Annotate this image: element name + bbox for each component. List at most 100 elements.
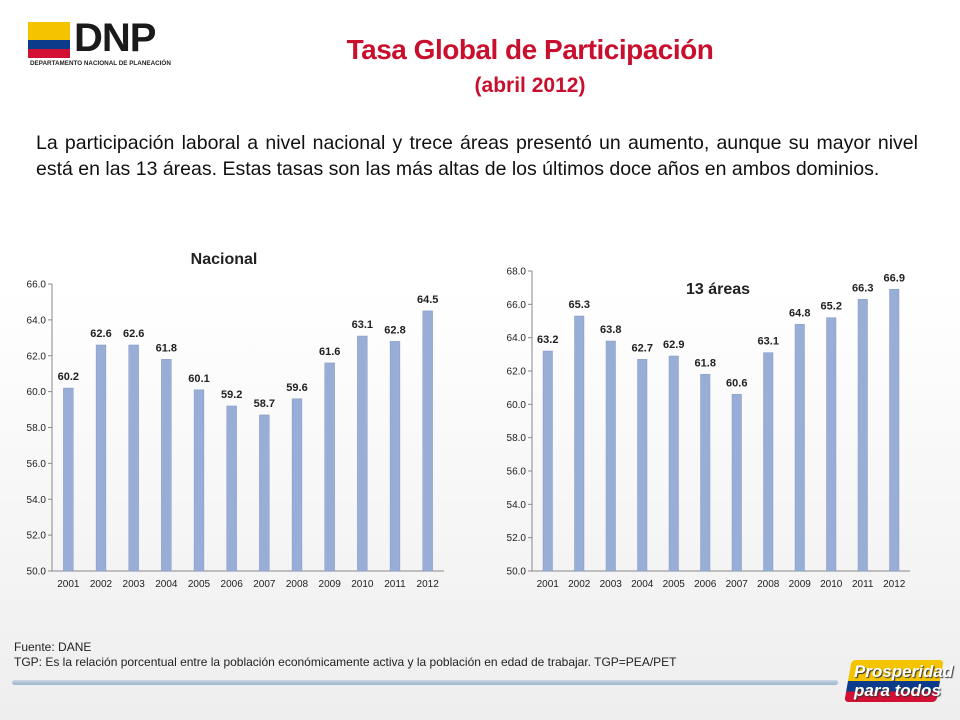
x-tick-label: 2009 xyxy=(789,579,812,590)
x-tick-label: 2005 xyxy=(663,579,686,590)
x-tick-label: 2011 xyxy=(852,579,874,590)
prosperidad-badge: Prosperidad para todos xyxy=(844,654,953,708)
bar xyxy=(794,324,805,572)
y-tick-label: 54.0 xyxy=(27,495,47,506)
badge-line-2: para todos xyxy=(854,681,941,700)
badge-text: Prosperidad para todos xyxy=(854,662,953,700)
x-tick-label: 2004 xyxy=(631,579,654,590)
data-label: 64.8 xyxy=(789,307,810,319)
data-label: 60.2 xyxy=(58,371,79,383)
bar xyxy=(668,355,679,572)
y-tick-label: 52.0 xyxy=(27,531,47,542)
y-tick-label: 60.0 xyxy=(507,400,527,411)
x-tick-label: 2011 xyxy=(384,579,406,590)
y-tick-label: 50.0 xyxy=(507,567,527,578)
logo-name: DNP xyxy=(74,16,156,60)
bar xyxy=(422,310,433,572)
y-tick-label: 54.0 xyxy=(507,500,527,511)
x-tick-label: 2008 xyxy=(757,579,780,590)
data-label: 60.6 xyxy=(726,377,747,389)
bar xyxy=(700,374,711,572)
source-note: Fuente: DANE xyxy=(14,640,92,654)
x-tick-label: 2012 xyxy=(417,579,440,590)
x-tick-label: 2003 xyxy=(600,579,623,590)
x-tick-label: 2012 xyxy=(883,579,906,590)
x-tick-label: 2001 xyxy=(537,579,560,590)
y-tick-label: 50.0 xyxy=(27,567,47,578)
chart-title: Nacional xyxy=(191,251,258,268)
y-tick-label: 62.0 xyxy=(27,351,47,362)
definition-note: TGP: Es la relación porcentual entre la … xyxy=(14,655,677,669)
bar xyxy=(128,344,139,572)
y-tick-label: 66.0 xyxy=(27,280,47,291)
bar xyxy=(826,317,837,572)
intro-paragraph: La participación laboral a nivel naciona… xyxy=(36,132,918,180)
data-label: 65.3 xyxy=(569,299,590,311)
data-label: 63.2 xyxy=(537,334,558,346)
data-label: 62.7 xyxy=(632,342,653,354)
bar xyxy=(226,405,237,572)
data-label: 62.9 xyxy=(663,339,684,351)
y-tick-label: 56.0 xyxy=(507,467,527,478)
bar xyxy=(605,340,616,572)
dnp-logo: DNP DEPARTAMENTO NACIONAL DE PLANEACIÓN xyxy=(28,16,188,72)
data-label: 64.5 xyxy=(417,294,438,306)
data-label: 62.6 xyxy=(123,328,144,340)
data-label: 62.8 xyxy=(384,324,405,336)
colombia-flag-icon xyxy=(28,22,70,58)
data-label: 58.7 xyxy=(254,398,275,410)
page-title: Tasa Global de Participación xyxy=(346,34,714,65)
x-tick-label: 2002 xyxy=(90,579,113,590)
data-label: 63.1 xyxy=(758,336,779,348)
bar xyxy=(291,398,303,572)
x-tick-label: 2007 xyxy=(253,579,276,590)
bar xyxy=(63,387,74,572)
y-tick-label: 68.0 xyxy=(507,267,527,278)
bar xyxy=(193,389,205,572)
x-tick-label: 2005 xyxy=(188,579,211,590)
page-subtitle: (abril 2012) xyxy=(474,74,586,97)
data-label: 63.8 xyxy=(600,324,621,336)
x-tick-label: 2007 xyxy=(726,579,749,590)
data-label: 61.8 xyxy=(695,357,716,369)
bar xyxy=(542,350,553,572)
x-tick-label: 2004 xyxy=(155,579,178,590)
bar xyxy=(763,352,774,572)
data-label: 66.9 xyxy=(884,272,905,284)
footer: Fuente: DANE TGP: Es la relación porcent… xyxy=(14,640,677,670)
data-label: 61.6 xyxy=(319,346,340,358)
y-tick-label: 60.0 xyxy=(27,387,47,398)
x-tick-label: 2006 xyxy=(221,579,244,590)
bar xyxy=(389,341,401,572)
chart-title: 13 áreas xyxy=(686,281,750,298)
bar xyxy=(731,394,742,572)
y-tick-label: 62.0 xyxy=(507,367,527,378)
bar xyxy=(357,335,368,572)
bar xyxy=(857,299,868,572)
data-label: 59.2 xyxy=(221,389,242,401)
chart-nacional: Nacional 50.0 52.0 54.0 56.0 58.0 60.0 62.0 64.0… xyxy=(27,251,444,590)
x-tick-label: 2003 xyxy=(123,579,146,590)
data-label: 63.1 xyxy=(352,319,373,331)
bar xyxy=(95,344,107,572)
x-tick-label: 2010 xyxy=(820,579,843,590)
x-tick-label: 2006 xyxy=(694,579,717,590)
data-label: 61.8 xyxy=(156,342,177,354)
data-label: 62.6 xyxy=(90,328,111,340)
x-tick-label: 2002 xyxy=(568,579,591,590)
logo-subtitle: DEPARTAMENTO NACIONAL DE PLANEACIÓN xyxy=(30,60,171,67)
y-tick-label: 66.0 xyxy=(507,300,527,311)
y-tick-label: 58.0 xyxy=(27,423,47,434)
x-tick-label: 2008 xyxy=(286,579,309,590)
bar xyxy=(574,315,585,572)
bar xyxy=(637,359,648,572)
footer-divider xyxy=(12,680,838,685)
data-label: 66.3 xyxy=(852,282,873,294)
data-label: 65.2 xyxy=(821,301,842,313)
x-tick-label: 2009 xyxy=(319,579,342,590)
bar xyxy=(259,414,270,572)
bar xyxy=(161,359,172,572)
x-tick-label: 2001 xyxy=(57,579,80,590)
y-tick-label: 64.0 xyxy=(507,333,527,344)
bar xyxy=(324,362,335,572)
